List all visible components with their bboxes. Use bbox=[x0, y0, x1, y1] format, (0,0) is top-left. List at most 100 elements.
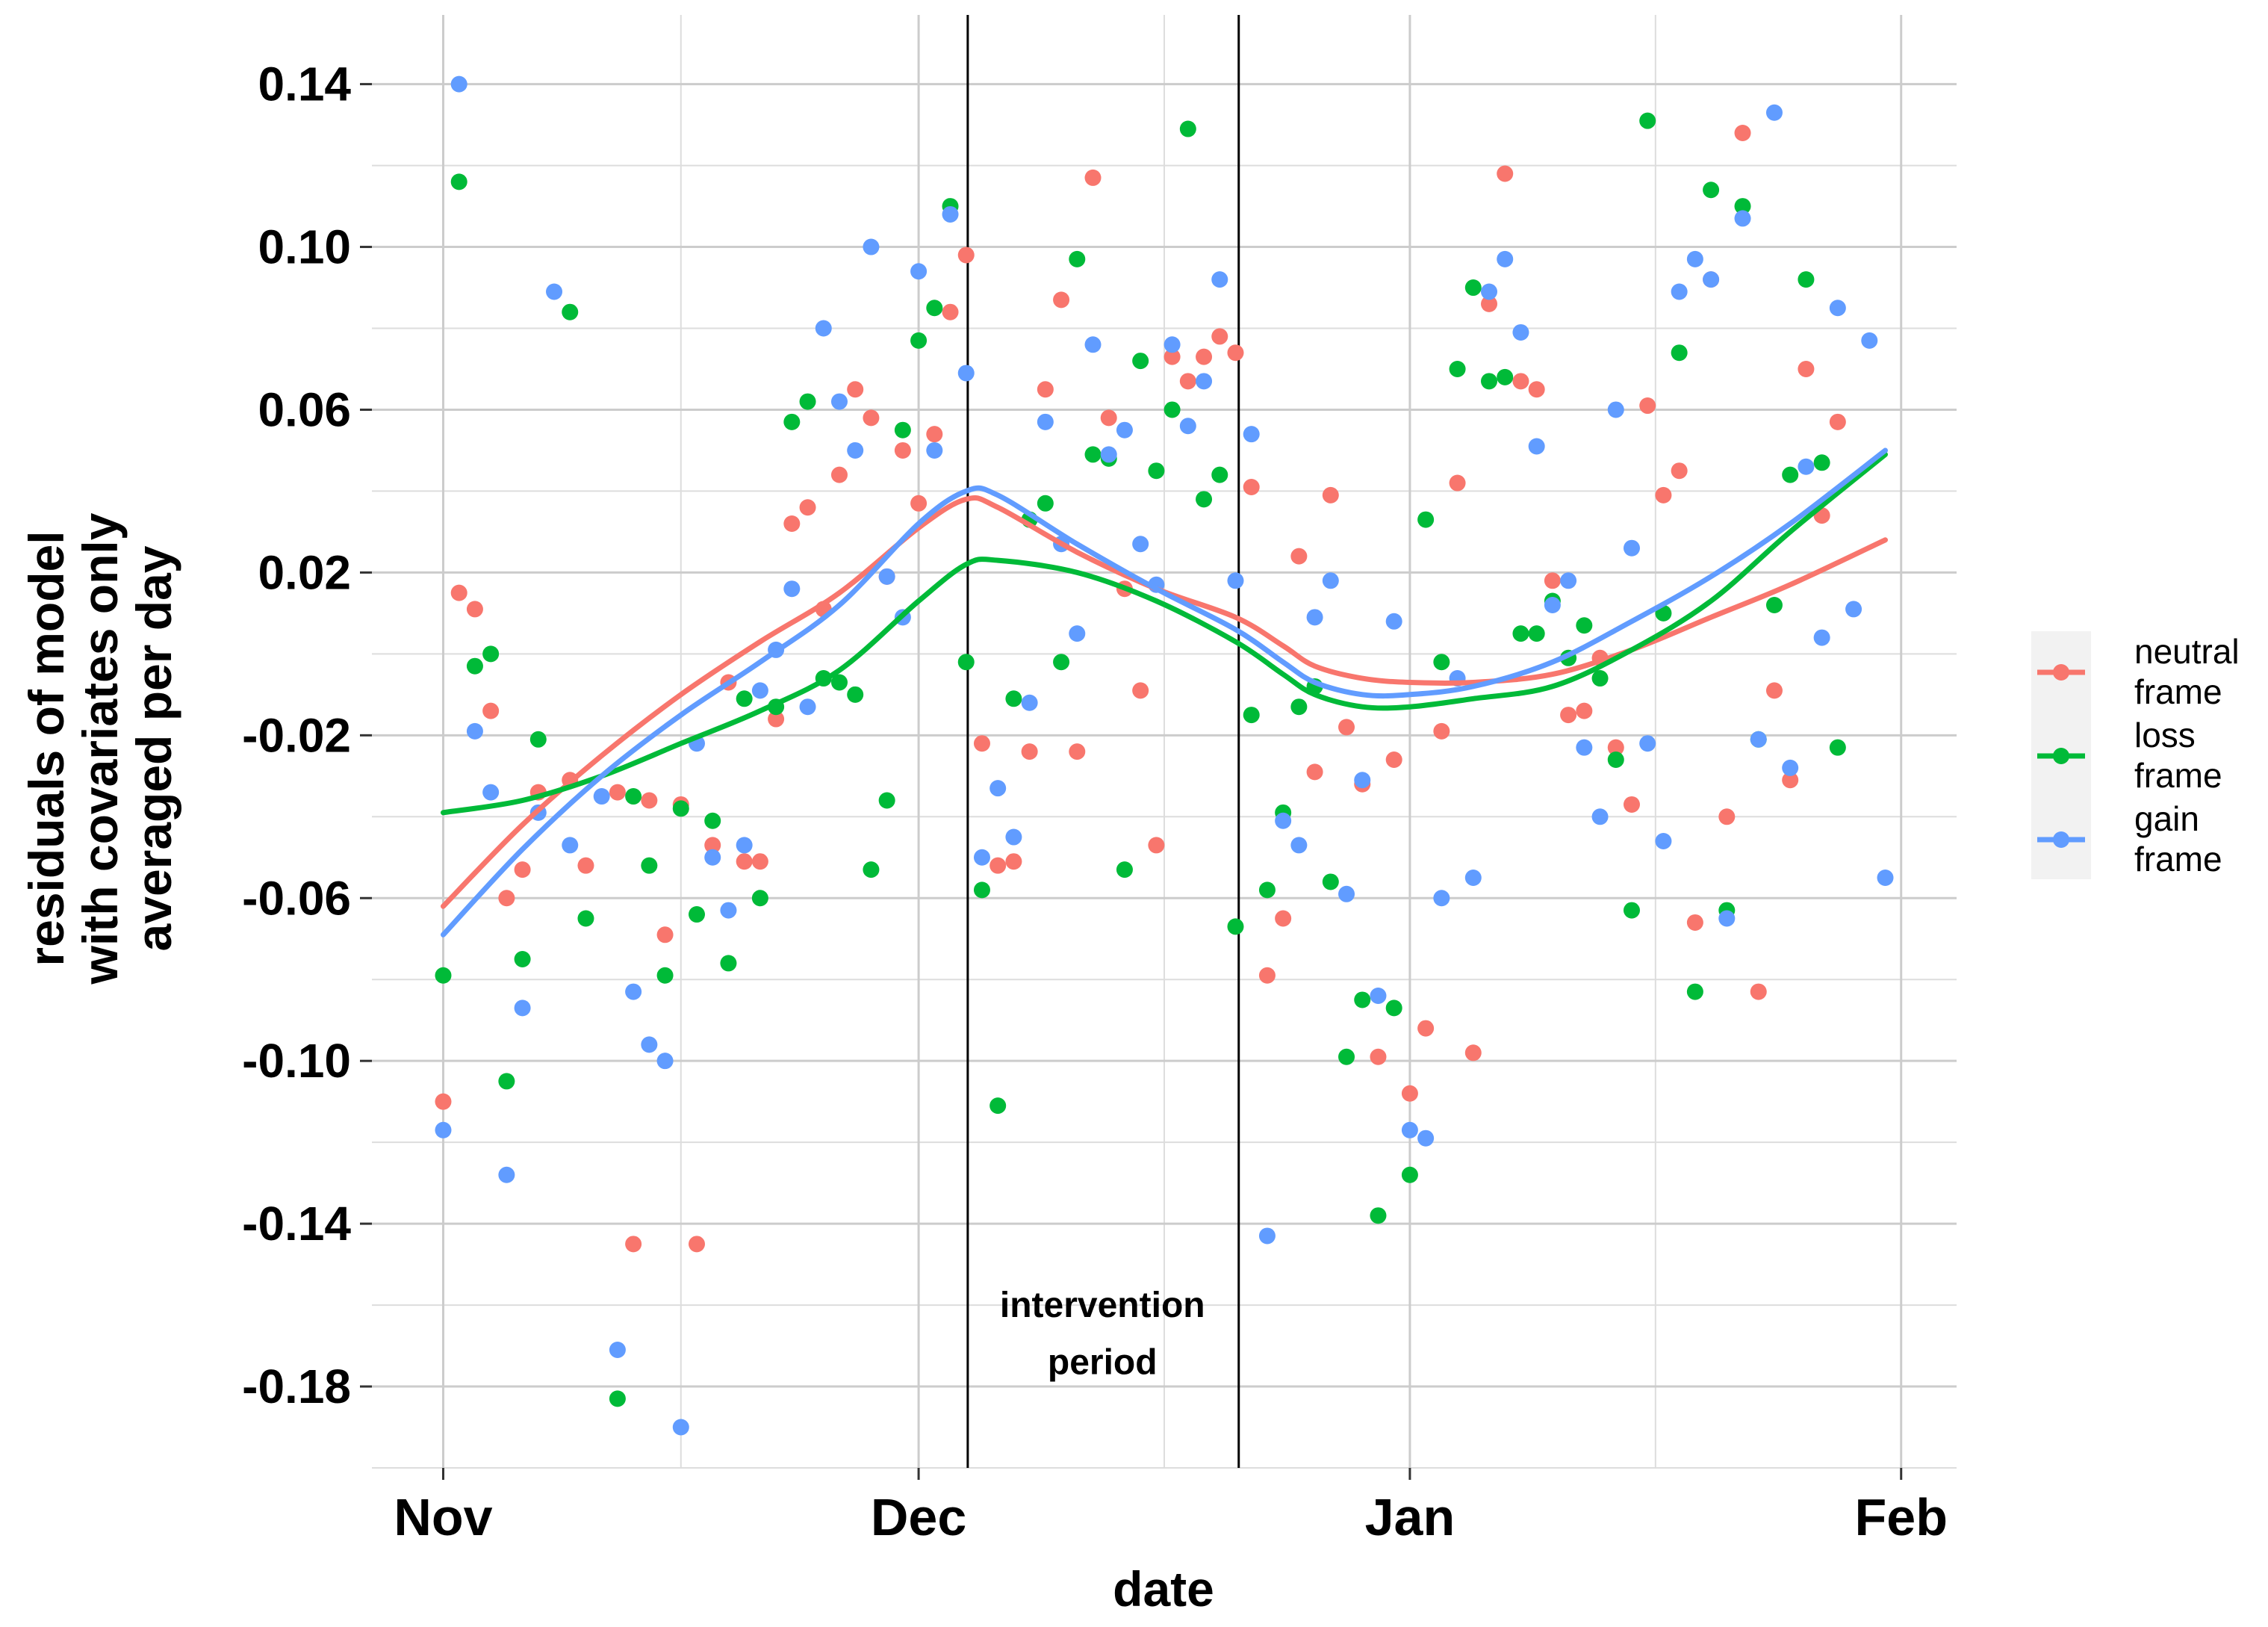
point-gain-36 bbox=[1021, 694, 1038, 711]
y-tick-label-7: -0.14 bbox=[242, 1197, 351, 1251]
y-tick-label-3: 0.02 bbox=[258, 545, 351, 599]
point-gain-59 bbox=[1385, 613, 1402, 630]
point-neutral-15 bbox=[704, 837, 721, 854]
y-tick-label-8: -0.18 bbox=[242, 1360, 351, 1413]
y-axis-title: residuals of model with covariates only … bbox=[19, 512, 181, 985]
point-neutral-53 bbox=[1306, 763, 1323, 781]
point-loss-34 bbox=[1005, 690, 1022, 707]
point-gain-3 bbox=[482, 784, 500, 801]
point-gain-24 bbox=[830, 393, 848, 410]
point-loss-42 bbox=[1132, 353, 1149, 370]
point-neutral-55 bbox=[1338, 719, 1355, 736]
point-loss-43 bbox=[1148, 462, 1165, 480]
point-loss-36 bbox=[1037, 495, 1054, 512]
point-loss-37 bbox=[1053, 654, 1070, 671]
point-gain-31 bbox=[942, 205, 959, 223]
point-neutral-63 bbox=[1464, 1044, 1482, 1062]
point-loss-46 bbox=[1196, 491, 1213, 508]
point-gain-2 bbox=[466, 722, 483, 740]
y-tick-label-1: 0.10 bbox=[258, 220, 351, 274]
point-gain-48 bbox=[1211, 271, 1228, 288]
legend-key-point-2 bbox=[2053, 831, 2069, 848]
point-gain-78 bbox=[1686, 250, 1703, 267]
point-gain-75 bbox=[1639, 735, 1656, 752]
smooth-line-loss bbox=[441, 451, 1888, 816]
point-loss-82 bbox=[1765, 596, 1783, 613]
point-loss-3 bbox=[482, 645, 500, 663]
point-gain-42 bbox=[1116, 421, 1133, 438]
point-loss-0 bbox=[435, 967, 452, 984]
point-neutral-29 bbox=[926, 426, 943, 443]
point-gain-40 bbox=[1084, 336, 1102, 353]
point-loss-21 bbox=[799, 393, 816, 410]
point-neutral-57 bbox=[1370, 1048, 1387, 1065]
point-loss-67 bbox=[1528, 625, 1545, 642]
point-neutral-25 bbox=[863, 409, 880, 427]
y-tick-label-4: -0.02 bbox=[242, 708, 351, 762]
smooth-lines bbox=[441, 447, 1888, 938]
point-neutral-28 bbox=[910, 495, 928, 512]
point-loss-18 bbox=[751, 890, 768, 907]
point-loss-85 bbox=[1813, 454, 1830, 471]
point-gain-72 bbox=[1591, 808, 1609, 825]
legend-key-point-1 bbox=[2053, 748, 2069, 764]
point-neutral-51 bbox=[1275, 910, 1292, 927]
point-neutral-19 bbox=[768, 710, 785, 728]
point-loss-4 bbox=[498, 1073, 515, 1090]
point-gain-52 bbox=[1275, 812, 1292, 829]
point-neutral-47 bbox=[1211, 328, 1228, 345]
point-neutral-58 bbox=[1385, 751, 1402, 769]
point-neutral-72 bbox=[1607, 739, 1624, 756]
point-gain-27 bbox=[878, 568, 895, 585]
point-neutral-84 bbox=[1798, 360, 1815, 377]
point-neutral-82 bbox=[1765, 682, 1783, 699]
point-gain-29 bbox=[910, 263, 928, 280]
point-gain-35 bbox=[1005, 828, 1022, 846]
point-gain-84 bbox=[1782, 759, 1799, 776]
point-gain-43 bbox=[1132, 536, 1149, 553]
x-tick-label-3: Feb bbox=[1855, 1488, 1948, 1546]
point-gain-5 bbox=[514, 1000, 531, 1017]
point-loss-64 bbox=[1481, 373, 1498, 390]
point-neutral-20 bbox=[783, 515, 801, 533]
point-loss-8 bbox=[577, 910, 594, 927]
point-neutral-4 bbox=[498, 890, 515, 907]
point-neutral-27 bbox=[894, 441, 911, 459]
point-neutral-50 bbox=[1258, 967, 1276, 984]
point-neutral-59 bbox=[1401, 1085, 1418, 1102]
point-loss-20 bbox=[783, 413, 801, 430]
x-axis-ticks: Nov Dec Jan Feb bbox=[394, 1468, 1948, 1546]
point-neutral-81 bbox=[1750, 983, 1767, 1000]
point-neutral-86 bbox=[1829, 413, 1846, 430]
point-gain-26 bbox=[863, 238, 880, 255]
point-loss-39 bbox=[1084, 446, 1102, 463]
point-neutral-49 bbox=[1243, 478, 1260, 495]
point-gain-67 bbox=[1512, 323, 1529, 341]
point-loss-12 bbox=[656, 967, 674, 984]
point-gain-4 bbox=[498, 1166, 515, 1183]
point-loss-48 bbox=[1227, 918, 1244, 935]
point-gain-58 bbox=[1370, 988, 1387, 1005]
point-neutral-18 bbox=[751, 853, 768, 870]
point-neutral-62 bbox=[1449, 474, 1466, 492]
point-neutral-75 bbox=[1655, 486, 1672, 503]
point-neutral-74 bbox=[1639, 397, 1656, 415]
point-neutral-36 bbox=[1037, 381, 1054, 398]
point-loss-25 bbox=[863, 861, 880, 878]
point-loss-32 bbox=[973, 881, 990, 899]
point-gain-64 bbox=[1464, 870, 1482, 887]
point-gain-7 bbox=[546, 283, 563, 300]
point-gain-65 bbox=[1481, 283, 1498, 300]
data-points bbox=[435, 75, 1894, 1436]
point-gain-54 bbox=[1306, 609, 1323, 626]
point-gain-23 bbox=[815, 320, 832, 337]
point-loss-45 bbox=[1179, 120, 1196, 137]
point-neutral-3 bbox=[482, 702, 500, 719]
point-loss-62 bbox=[1449, 360, 1466, 377]
point-neutral-40 bbox=[1100, 409, 1117, 427]
point-gain-61 bbox=[1417, 1129, 1435, 1147]
point-neutral-5 bbox=[514, 861, 531, 878]
smooth-line-gain bbox=[441, 447, 1888, 938]
point-loss-54 bbox=[1322, 873, 1339, 890]
